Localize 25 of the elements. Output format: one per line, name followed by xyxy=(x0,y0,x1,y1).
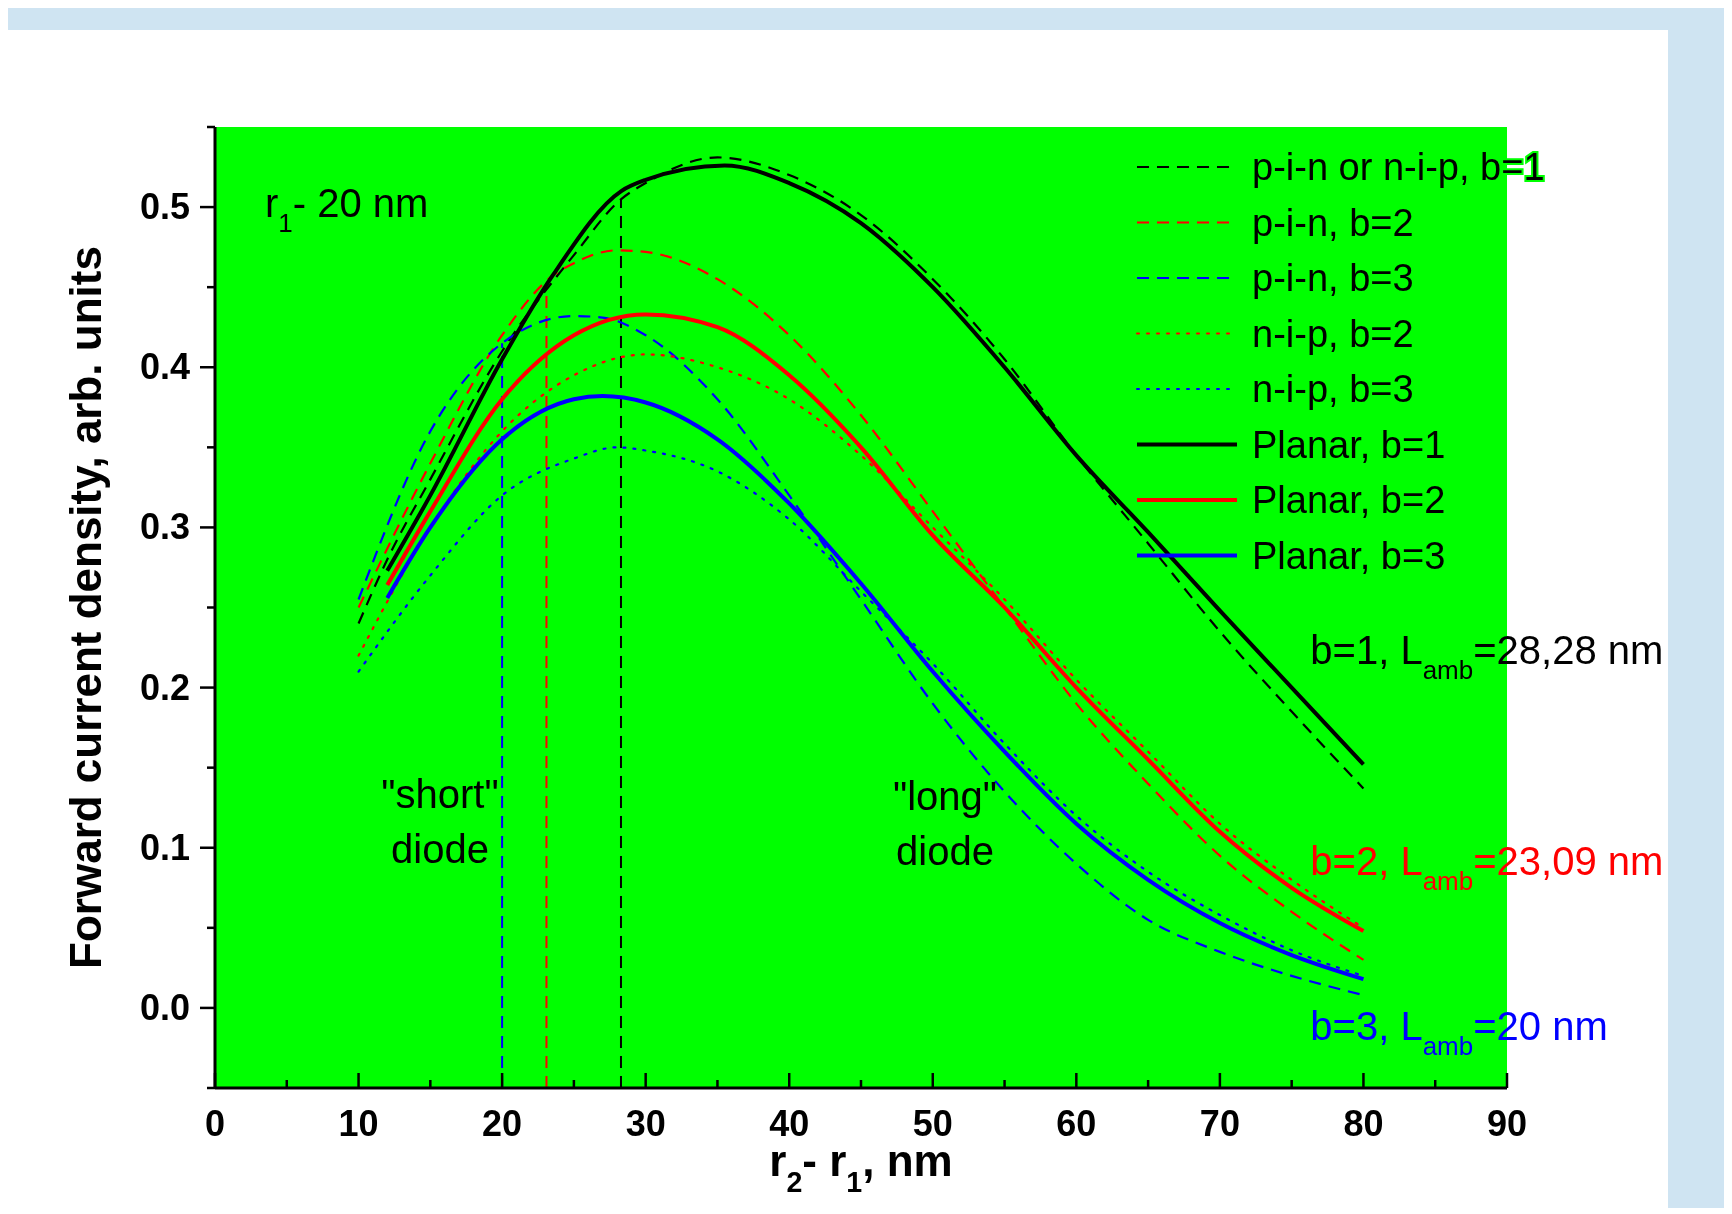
annotation: "short" diode xyxy=(381,772,499,871)
x-tick-label: 0 xyxy=(204,1103,226,1144)
x-tick-label: 30 xyxy=(625,1103,666,1144)
x-tick-label: 10 xyxy=(338,1103,379,1144)
y-tick-label: 0.3 xyxy=(139,506,190,548)
legend-label: n-i-p, b=2 xyxy=(1252,312,1414,355)
x-tick-label: 80 xyxy=(1343,1103,1384,1144)
x-tick-label: 90 xyxy=(1486,1103,1528,1144)
y-tick-label: 0.1 xyxy=(139,826,190,868)
y-tick-label: 0.4 xyxy=(139,346,190,388)
y-tick-label: 0.2 xyxy=(139,666,190,708)
x-tick-label: 60 xyxy=(1056,1103,1097,1144)
legend-label: Planar, b=1 xyxy=(1252,423,1446,466)
annotation: r$_{1}$- 20 nm xyxy=(265,181,429,238)
annotation: "long" diode xyxy=(892,774,998,873)
legend-label: p-i-n, b=3 xyxy=(1252,257,1414,299)
y-tick-label: 0.0 xyxy=(139,986,190,1028)
legend-label: Planar, b=2 xyxy=(1252,479,1446,521)
y-axis-title: Forward current density, arb. units xyxy=(61,246,110,969)
legend-label: n-i-p, b=3 xyxy=(1252,368,1414,410)
legend-label: p-i-n, b=2 xyxy=(1252,201,1414,244)
x-tick-label: 20 xyxy=(482,1103,523,1144)
legend-label: Planar, b=3 xyxy=(1252,534,1446,577)
x-tick-label: 70 xyxy=(1199,1103,1240,1144)
y-tick-label: 0.5 xyxy=(139,186,190,228)
